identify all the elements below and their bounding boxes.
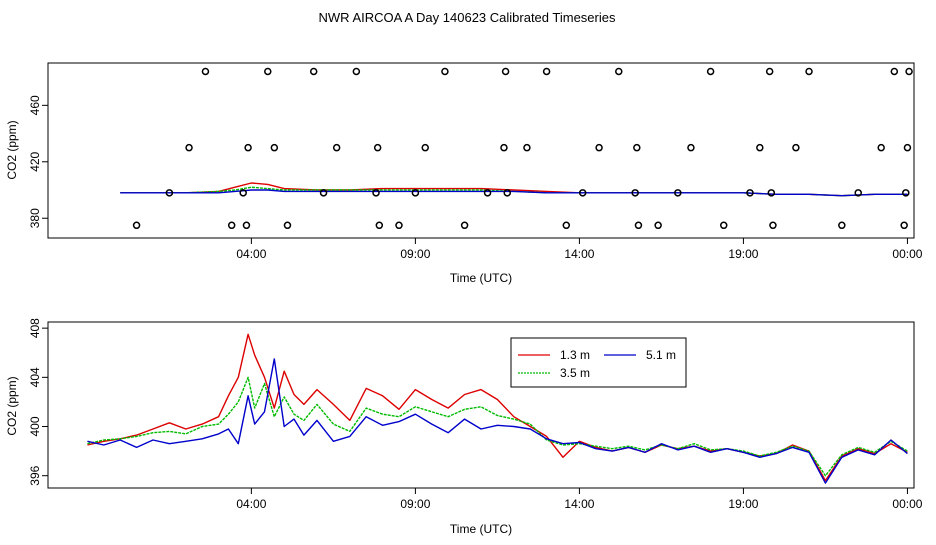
top-x-tick-label: 14:00	[564, 247, 594, 261]
top-data-point	[719, 221, 728, 230]
legend-box	[510, 337, 687, 388]
top-data-point	[264, 67, 272, 76]
top-data-point	[767, 189, 776, 197]
legend-label-3-5m: 3.5 m	[560, 366, 590, 380]
top-data-point	[805, 67, 813, 76]
top-y-tick-label: 460	[28, 95, 42, 115]
top-data-point	[890, 67, 899, 76]
plot-frame-bottom	[47, 321, 915, 489]
top-data-point	[902, 189, 910, 197]
bottom-x-tick-label: 14:00	[564, 497, 594, 511]
chart-title: NWR AIRCOA A Day 140623 Calibrated Times…	[319, 10, 616, 25]
top-x-tick-label: 04:00	[236, 247, 266, 261]
panel-top: CO2 (ppm) Time (UTC) 04:00 09:00 14:00 19:0…	[5, 62, 923, 285]
top-data-point	[756, 143, 764, 152]
top-data-point	[903, 143, 912, 152]
top-data-point	[372, 189, 380, 197]
top-data-point	[483, 189, 492, 197]
bottom-y-ticks: 396 400 404 408	[28, 318, 48, 486]
top-data-point	[615, 67, 623, 76]
top-data-point	[375, 221, 384, 230]
bottom-lines	[87, 333, 908, 484]
top-data-point	[687, 143, 695, 152]
top-data-point	[283, 221, 292, 230]
top-data-point	[165, 189, 174, 197]
top-data-point	[765, 67, 774, 76]
legend-label-5-1m: 5.1 m	[646, 348, 676, 362]
top-data-point	[441, 67, 449, 76]
bottom-y-tick-label: 396	[28, 465, 42, 485]
top-data-point	[201, 67, 210, 76]
top-data-point	[769, 221, 777, 230]
top-x-tick-label: 09:00	[400, 247, 430, 261]
top-data-point	[792, 143, 800, 152]
top-x-tick-label: 19:00	[728, 247, 758, 261]
top-data-point	[270, 143, 279, 152]
legend: 1.3 m 5.1 m 3.5 m	[510, 337, 687, 388]
top-data-point	[595, 143, 603, 152]
xlabel-bottom: Time (UTC)	[450, 522, 512, 536]
top-data-point	[746, 189, 754, 197]
bottom-series-line-1	[87, 376, 908, 477]
top-data-point	[395, 221, 403, 230]
bottom-series-line-0	[87, 333, 908, 482]
top-x-ticks: 04:00 09:00 14:00 19:00 00:00	[236, 238, 923, 261]
top-data-point	[319, 189, 328, 197]
bottom-x-tick-label: 19:00	[728, 497, 758, 511]
top-data-point	[633, 143, 641, 152]
top-data-point	[542, 67, 551, 76]
top-data-point	[411, 189, 420, 197]
top-data-point	[132, 221, 141, 230]
top-data-point	[332, 143, 341, 152]
xlabel-top: Time (UTC)	[450, 271, 512, 285]
top-series-line-2	[120, 189, 908, 197]
top-data-point	[309, 67, 318, 76]
ylabel-top: CO2 (ppm)	[5, 120, 19, 179]
top-data-point	[654, 221, 662, 230]
top-y-ticks: 380 420 460	[28, 95, 48, 228]
top-data-point	[631, 189, 639, 197]
top-data-point	[838, 221, 846, 230]
top-data-point	[244, 143, 252, 152]
bottom-x-tick-label: 04:00	[236, 497, 266, 511]
bottom-x-tick-label: 09:00	[400, 497, 430, 511]
top-data-point	[900, 221, 908, 230]
top-data-point	[501, 67, 510, 76]
bottom-x-tick-label: 00:00	[892, 497, 922, 511]
bottom-x-ticks: 04:00 09:00 14:00 19:00 00:00	[236, 488, 923, 511]
top-points	[132, 67, 913, 230]
top-y-tick-label: 380	[28, 208, 42, 228]
plot-frame-top	[47, 62, 915, 239]
top-x-tick-label: 00:00	[892, 247, 922, 261]
panel-bottom: CO2 (ppm) Time (UTC) 04:00 09:00 14:00 19:0…	[5, 318, 923, 536]
top-data-point	[421, 143, 429, 152]
top-data-point	[227, 221, 236, 230]
top-data-point	[854, 189, 862, 197]
bottom-series-line-2	[87, 358, 908, 484]
top-data-point	[460, 221, 469, 230]
top-data-point	[352, 67, 361, 76]
top-data-point	[877, 143, 885, 152]
top-data-point	[634, 221, 643, 230]
top-data-point	[185, 143, 193, 152]
top-data-point	[503, 189, 511, 197]
top-data-point	[578, 189, 587, 197]
top-data-point	[706, 67, 715, 76]
bottom-y-tick-label: 404	[28, 367, 42, 387]
top-data-point	[242, 221, 251, 230]
top-data-point	[373, 143, 382, 152]
top-y-tick-label: 420	[28, 151, 42, 171]
top-data-point	[905, 67, 913, 76]
legend-label-1-3m: 1.3 m	[560, 348, 590, 362]
bottom-y-tick-label: 408	[28, 318, 42, 338]
bottom-y-tick-label: 400	[28, 416, 42, 436]
top-data-point	[562, 221, 571, 230]
top-lines	[120, 182, 908, 197]
ylabel-bottom: CO2 (ppm)	[5, 376, 19, 435]
top-data-point	[239, 189, 247, 197]
top-data-point	[674, 189, 682, 197]
top-data-point	[523, 143, 531, 152]
top-data-point	[500, 143, 508, 152]
